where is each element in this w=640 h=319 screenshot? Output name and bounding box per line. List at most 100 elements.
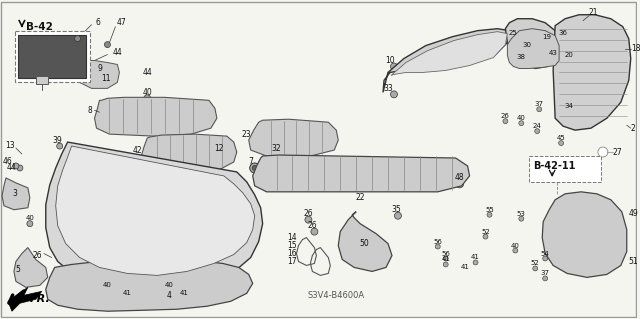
Polygon shape bbox=[391, 32, 508, 75]
Circle shape bbox=[104, 288, 111, 294]
Text: 31: 31 bbox=[199, 251, 209, 260]
Text: 36: 36 bbox=[559, 30, 568, 36]
Text: 56: 56 bbox=[441, 250, 450, 256]
Polygon shape bbox=[95, 97, 217, 136]
Text: 40: 40 bbox=[164, 282, 173, 288]
Polygon shape bbox=[506, 19, 559, 69]
Text: S3V4-B4600A: S3V4-B4600A bbox=[308, 291, 365, 300]
Text: 52: 52 bbox=[481, 229, 490, 235]
Text: 5: 5 bbox=[15, 265, 20, 274]
Circle shape bbox=[311, 228, 318, 235]
Text: 40: 40 bbox=[517, 115, 525, 121]
Text: 3: 3 bbox=[13, 189, 17, 198]
Circle shape bbox=[17, 165, 23, 171]
Text: 23: 23 bbox=[242, 130, 252, 139]
Text: 40: 40 bbox=[26, 215, 35, 221]
Text: 43: 43 bbox=[548, 49, 557, 56]
Text: 41: 41 bbox=[441, 256, 450, 263]
Circle shape bbox=[511, 35, 516, 40]
Circle shape bbox=[250, 163, 260, 173]
Circle shape bbox=[252, 166, 257, 170]
Text: 26: 26 bbox=[33, 251, 43, 260]
Circle shape bbox=[275, 151, 282, 158]
Polygon shape bbox=[46, 142, 262, 286]
Text: 45: 45 bbox=[557, 135, 566, 141]
Polygon shape bbox=[77, 61, 120, 88]
Polygon shape bbox=[8, 287, 42, 311]
Text: 26: 26 bbox=[308, 221, 317, 230]
Text: 17: 17 bbox=[288, 257, 298, 266]
Bar bbox=[15, 31, 90, 82]
Text: 16: 16 bbox=[288, 249, 298, 258]
Circle shape bbox=[487, 212, 492, 217]
Circle shape bbox=[559, 141, 564, 145]
Text: 13: 13 bbox=[5, 141, 15, 150]
Text: 37: 37 bbox=[535, 101, 544, 107]
Text: 30: 30 bbox=[523, 41, 532, 48]
Circle shape bbox=[537, 107, 541, 112]
Text: 21: 21 bbox=[588, 8, 598, 17]
Text: 29: 29 bbox=[566, 174, 576, 182]
Text: 40: 40 bbox=[142, 88, 152, 97]
Polygon shape bbox=[249, 119, 339, 156]
Polygon shape bbox=[542, 192, 627, 278]
Polygon shape bbox=[14, 248, 48, 287]
Circle shape bbox=[27, 221, 33, 227]
Text: 19: 19 bbox=[543, 33, 552, 40]
Circle shape bbox=[456, 180, 463, 188]
Text: 14: 14 bbox=[288, 233, 298, 242]
Text: 26: 26 bbox=[303, 209, 313, 218]
Circle shape bbox=[473, 260, 478, 265]
Text: 54: 54 bbox=[541, 250, 550, 256]
Text: 26: 26 bbox=[501, 113, 510, 119]
Circle shape bbox=[598, 147, 608, 157]
Circle shape bbox=[61, 188, 68, 194]
Polygon shape bbox=[383, 29, 509, 92]
Circle shape bbox=[305, 216, 312, 223]
Text: 44: 44 bbox=[113, 48, 122, 57]
Text: 41: 41 bbox=[471, 255, 480, 261]
Text: 56: 56 bbox=[433, 239, 442, 245]
Circle shape bbox=[166, 288, 172, 294]
Text: 41: 41 bbox=[180, 290, 189, 296]
Circle shape bbox=[543, 276, 548, 281]
Circle shape bbox=[519, 216, 524, 221]
Circle shape bbox=[390, 63, 397, 70]
Text: 44: 44 bbox=[142, 68, 152, 77]
Circle shape bbox=[566, 109, 572, 114]
Polygon shape bbox=[253, 155, 470, 192]
Text: 35: 35 bbox=[391, 205, 401, 214]
Polygon shape bbox=[46, 261, 253, 311]
Text: 39: 39 bbox=[53, 136, 63, 145]
Text: 38: 38 bbox=[517, 54, 526, 60]
Text: 2: 2 bbox=[631, 124, 636, 133]
Text: 37: 37 bbox=[541, 271, 550, 276]
Text: 51: 51 bbox=[628, 257, 638, 266]
Circle shape bbox=[503, 119, 508, 124]
Circle shape bbox=[550, 55, 556, 60]
Text: 53: 53 bbox=[517, 211, 525, 217]
Text: 7: 7 bbox=[248, 158, 253, 167]
Text: 10: 10 bbox=[385, 56, 395, 65]
Circle shape bbox=[483, 234, 488, 239]
Text: 15: 15 bbox=[288, 241, 298, 250]
Text: B-42: B-42 bbox=[26, 22, 52, 32]
Text: 32: 32 bbox=[272, 144, 282, 152]
Polygon shape bbox=[56, 146, 255, 275]
Circle shape bbox=[181, 296, 187, 302]
Circle shape bbox=[435, 244, 440, 249]
Text: 49: 49 bbox=[628, 209, 639, 218]
Text: 25: 25 bbox=[509, 30, 518, 36]
Circle shape bbox=[535, 129, 540, 134]
Circle shape bbox=[57, 143, 63, 149]
Bar bbox=[36, 77, 48, 85]
Text: 8: 8 bbox=[87, 106, 92, 115]
Text: B-42-11: B-42-11 bbox=[533, 161, 575, 171]
Text: 40: 40 bbox=[60, 182, 69, 188]
Circle shape bbox=[205, 257, 213, 265]
Text: 48: 48 bbox=[455, 174, 465, 182]
Circle shape bbox=[566, 57, 572, 62]
Text: 22: 22 bbox=[355, 193, 365, 202]
Polygon shape bbox=[339, 212, 392, 271]
Text: 28: 28 bbox=[229, 213, 239, 222]
